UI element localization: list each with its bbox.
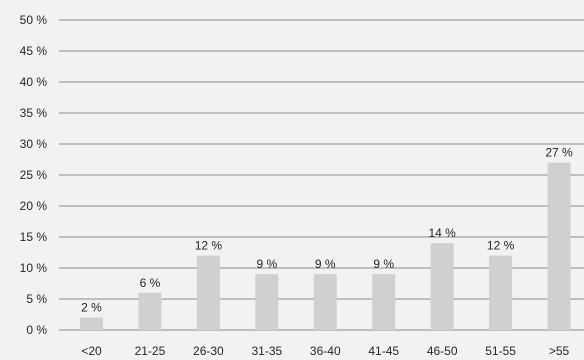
y-tick-label-0: 0 % bbox=[26, 323, 47, 337]
y-tick-label-35: 35 % bbox=[20, 106, 48, 120]
bar-3 bbox=[255, 274, 279, 330]
bar-2 bbox=[196, 255, 220, 330]
x-tick-label-3: 31-35 bbox=[251, 344, 282, 358]
data-label-0: 2 % bbox=[81, 301, 102, 315]
x-axis-tick-labels: <20 21-25 26-30 31-35 36-40 41-45 46-50 51-55 >5… bbox=[81, 344, 569, 358]
x-tick-label-5: 41-45 bbox=[368, 344, 399, 358]
bar-1 bbox=[138, 292, 162, 330]
y-axis-tick-labels: 0 % 5 % 10 % 15 % 20 % 25 % 30 % 35 % 40 % 45 % 50… bbox=[20, 13, 48, 337]
bar-7 bbox=[489, 255, 513, 330]
x-tick-label-6: 46-50 bbox=[427, 344, 458, 358]
data-label-5: 9 % bbox=[373, 257, 394, 271]
x-tick-label-0: <20 bbox=[81, 344, 102, 358]
data-label-8: 27 % bbox=[545, 146, 573, 160]
y-tick-label-5: 5 % bbox=[26, 292, 47, 306]
data-label-3: 9 % bbox=[256, 257, 277, 271]
bar-5 bbox=[372, 274, 396, 330]
bar-8 bbox=[547, 162, 571, 330]
bar-0 bbox=[80, 317, 103, 330]
x-tick-label-4: 36-40 bbox=[310, 344, 341, 358]
y-tick-label-30: 30 % bbox=[20, 137, 48, 151]
data-label-4: 9 % bbox=[315, 257, 336, 271]
y-tick-label-40: 40 % bbox=[20, 75, 48, 89]
x-tick-label-7: 51-55 bbox=[485, 344, 516, 358]
y-tick-label-20: 20 % bbox=[20, 199, 48, 213]
x-tick-label-2: 26-30 bbox=[193, 344, 224, 358]
data-label-6: 14 % bbox=[428, 226, 456, 240]
bars bbox=[80, 162, 571, 330]
bar-4 bbox=[313, 274, 337, 330]
data-label-7: 12 % bbox=[487, 239, 515, 253]
data-labels: 2 % 6 % 12 % 9 % 9 % 9 % 14 % 12 % 27 % bbox=[81, 146, 573, 315]
x-tick-label-1: 21-25 bbox=[135, 344, 166, 358]
y-tick-label-50: 50 % bbox=[20, 13, 48, 27]
y-tick-label-45: 45 % bbox=[20, 44, 48, 58]
y-tick-label-15: 15 % bbox=[20, 230, 48, 244]
data-label-2: 12 % bbox=[195, 239, 223, 253]
data-label-1: 6 % bbox=[140, 276, 161, 290]
y-tick-label-25: 25 % bbox=[20, 168, 48, 182]
x-tick-label-8: >55 bbox=[549, 344, 570, 358]
bar-6 bbox=[430, 243, 454, 330]
y-tick-label-10: 10 % bbox=[20, 261, 48, 275]
